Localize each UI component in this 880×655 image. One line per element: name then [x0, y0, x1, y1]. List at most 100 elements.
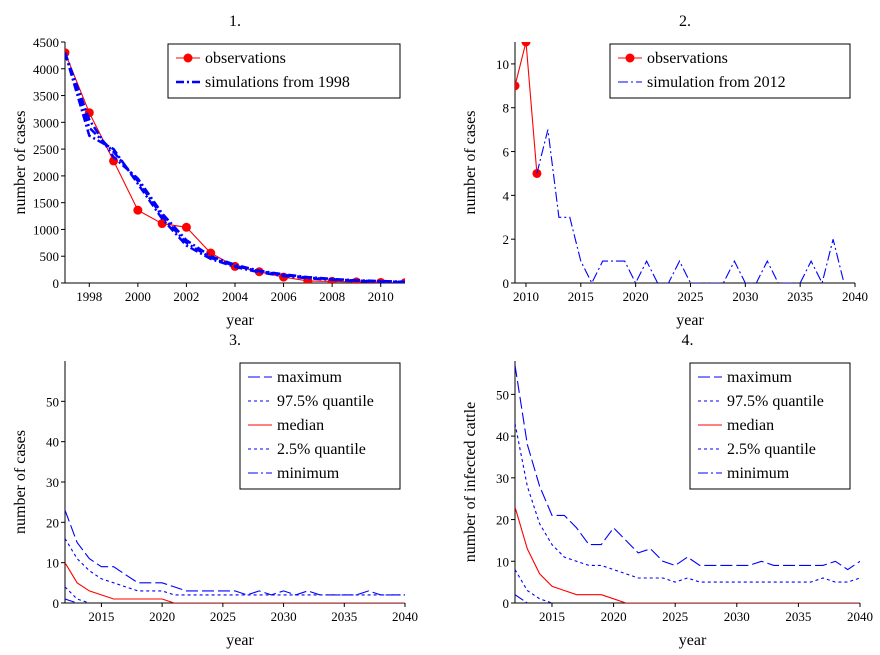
x-tick-label: 2035	[787, 289, 813, 304]
y-tick-label: 4500	[33, 35, 59, 50]
series-line-maximum	[65, 510, 405, 596]
series-line-minimum	[65, 598, 78, 603]
data-point	[515, 81, 520, 91]
legend-label: median	[277, 417, 324, 434]
x-tick-label: 2040	[842, 289, 868, 304]
y-axis-label: number of cases	[462, 111, 479, 215]
data-point	[521, 42, 531, 47]
legend-label: 2.5% quantile	[727, 441, 816, 458]
series-line-observations	[515, 42, 538, 174]
y-tick-label: 30	[496, 471, 509, 486]
x-tick-label: 2006	[271, 289, 298, 304]
chart-panel-2: 2. 2010 2015 2020 2025 2030 2035 2040 0 2 4 6 8 10 yea…	[462, 13, 868, 329]
legend-label: observations	[205, 50, 286, 67]
legend-label: median	[727, 417, 774, 434]
legend-box	[239, 362, 401, 490]
series-line-unnamed-3	[65, 52, 405, 283]
y-tick-label: 10	[46, 556, 59, 571]
y-tick-label: 1000	[33, 222, 59, 237]
x-axis-label: year	[226, 632, 254, 649]
series-line-97-5-quantile	[65, 538, 405, 596]
x-tick-label: 2025	[662, 609, 688, 624]
x-tick-label: 2015	[88, 609, 114, 624]
data-point	[157, 219, 167, 229]
series-line-2-5-quantile	[515, 569, 553, 603]
legend-label: 97.5% quantile	[277, 393, 374, 410]
data-point	[133, 205, 143, 215]
y-tick-label: 0	[503, 276, 510, 291]
x-tick-label: 2010	[513, 289, 539, 304]
x-tick-label: 2008	[319, 289, 345, 304]
y-tick-label: 4	[503, 188, 510, 203]
chart-panel-3: 3.2015 2020 2025 2030 2035 204001020304050yea…	[12, 332, 418, 649]
legend-box	[167, 43, 401, 99]
x-axis-label: year	[226, 312, 254, 329]
x-tick-label: 2002	[173, 289, 199, 304]
x-tick-label: 1998	[76, 289, 102, 304]
x-tick-label: 2035	[331, 609, 357, 624]
y-tick-label: 2	[503, 232, 510, 247]
legend-label: maximum	[727, 369, 792, 386]
chart-panel-1: 1. 1998 2000 2002 2004 2006 2008 2010 0 500 1000 15…	[12, 13, 405, 329]
legend-label: simulation from 2012	[647, 74, 786, 91]
y-tick-label: 10	[496, 554, 509, 569]
series-line-median	[515, 506, 860, 603]
legend: observations simulations from 1998	[167, 43, 401, 99]
y-tick-label: 2500	[33, 142, 59, 157]
plot-area	[65, 510, 405, 603]
y-tick-label: 50	[46, 394, 59, 409]
y-axis-label: number of cases	[12, 430, 29, 534]
legend-label: maximum	[277, 369, 342, 386]
y-tick-label: 0	[53, 276, 60, 291]
plot-area	[515, 365, 860, 603]
x-tick-label: 2020	[149, 609, 175, 624]
y-tick-label: 1500	[33, 196, 59, 211]
series-line-minimum	[515, 594, 528, 603]
legend-box	[609, 43, 851, 99]
series-line-simulation-from-2012	[536, 129, 845, 283]
x-tick-label: 2000	[125, 289, 151, 304]
y-tick-label: 20	[46, 515, 59, 530]
y-tick-label: 8	[503, 101, 510, 116]
x-tick-label: 2040	[392, 609, 418, 624]
y-tick-label: 3000	[33, 115, 59, 130]
x-tick-label: 2010	[368, 289, 394, 304]
y-tick-label: 500	[40, 249, 60, 264]
y-tick-label: 0	[503, 596, 510, 611]
y-tick-label: 0	[53, 596, 60, 611]
legend-label: observations	[647, 50, 728, 67]
y-tick-label: 10	[496, 57, 509, 72]
x-tick-label: 2025	[677, 289, 703, 304]
legend-label: 2.5% quantile	[277, 441, 366, 458]
data-point	[206, 248, 216, 258]
x-tick-label: 2020	[601, 609, 627, 624]
x-axis-label: year	[676, 312, 704, 329]
legend-marker	[625, 53, 635, 63]
legend-label: minimum	[277, 465, 340, 482]
series-line-median	[65, 562, 405, 603]
y-tick-label: 6	[503, 145, 510, 160]
x-tick-label: 2040	[847, 609, 873, 624]
legend: maximum 97.5% quantile median 2.5% quantile…	[239, 362, 401, 490]
x-tick-label: 2030	[271, 609, 297, 624]
y-tick-label: 50	[496, 387, 509, 402]
chart-title: 1.	[229, 13, 241, 30]
legend-box	[689, 362, 851, 490]
x-tick-label: 2020	[623, 289, 649, 304]
y-axis-label: number of cases	[12, 111, 29, 215]
x-axis-label: year	[679, 632, 707, 649]
x-tick-label: 2015	[568, 289, 594, 304]
data-point	[181, 222, 191, 232]
chart-title: 2.	[679, 13, 691, 30]
x-tick-label: 2030	[732, 289, 758, 304]
plot-area	[65, 48, 405, 283]
y-tick-label: 30	[46, 475, 59, 490]
y-tick-label: 40	[496, 429, 509, 444]
y-tick-label: 3500	[33, 89, 59, 104]
x-tick-label: 2004	[222, 289, 249, 304]
chart-title: 4.	[682, 332, 694, 349]
y-axis-label: number of infected cattle	[462, 402, 479, 562]
x-tick-label: 2030	[724, 609, 750, 624]
plot-area	[515, 42, 845, 283]
y-tick-label: 40	[46, 435, 59, 450]
